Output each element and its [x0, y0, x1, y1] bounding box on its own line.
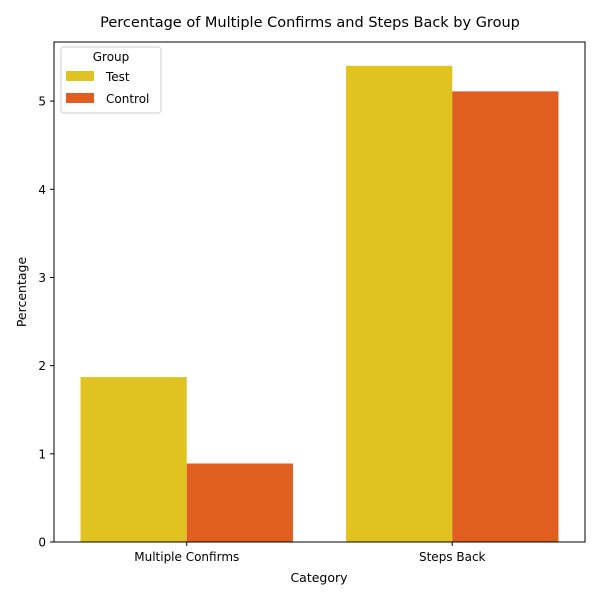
y-tick-label: 0 — [38, 536, 46, 550]
y-tick-label: 5 — [38, 95, 46, 109]
legend-title: Group — [93, 50, 130, 64]
legend-swatch-test — [66, 71, 94, 81]
y-tick-label: 3 — [38, 271, 46, 285]
x-tick-label: Steps Back — [419, 550, 486, 564]
bar-control-multiple-confirms — [186, 463, 293, 542]
bars-layer — [80, 65, 559, 543]
chart-title: Percentage of Multiple Confirms and Step… — [100, 15, 520, 31]
bar-control-steps-back — [452, 91, 559, 542]
bar-test-multiple-confirms — [80, 377, 187, 542]
legend: Group Test Control — [60, 46, 162, 114]
legend-swatch-control — [66, 93, 94, 103]
x-axis-label: Category — [290, 570, 348, 585]
bar-test-steps-back — [346, 65, 453, 543]
y-tick-label: 1 — [38, 447, 46, 461]
y-axis: 0 1 2 3 4 5 — [38, 95, 54, 550]
legend-label-control: Control — [106, 92, 149, 106]
y-axis-label: Percentage — [14, 257, 29, 328]
plot-frame — [53, 41, 586, 543]
y-tick-label: 2 — [38, 359, 46, 373]
y-tick-label: 4 — [38, 183, 46, 197]
x-axis: Multiple Confirms Steps Back — [134, 542, 486, 564]
x-tick-label: Multiple Confirms — [134, 550, 239, 564]
legend-label-test: Test — [105, 70, 130, 84]
